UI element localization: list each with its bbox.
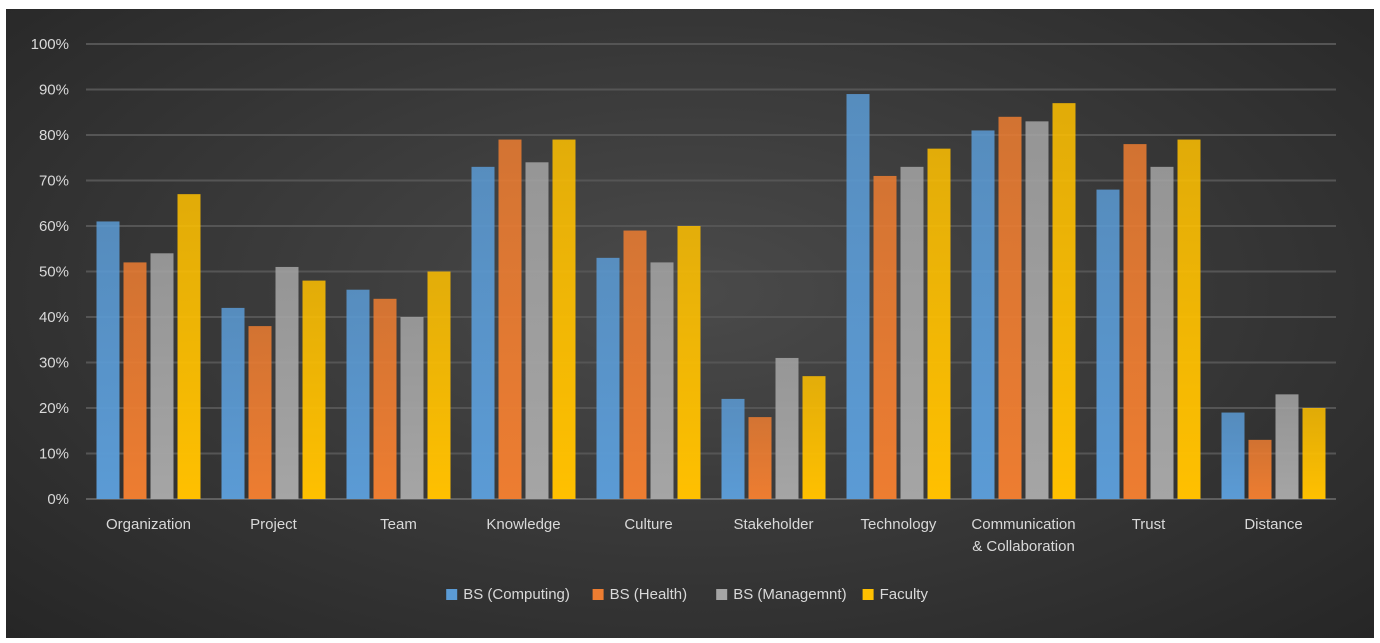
bar — [1052, 103, 1076, 500]
y-tick-label: 70% — [39, 173, 69, 190]
bar — [1248, 439, 1272, 499]
legend-item: BS (Health) — [592, 586, 688, 603]
x-category-label: Culture — [624, 516, 672, 533]
bar-group — [471, 139, 576, 500]
bar — [498, 139, 522, 500]
bars — [96, 94, 1326, 500]
bar — [302, 280, 326, 499]
bar — [552, 139, 576, 500]
x-category-label: Team — [380, 516, 417, 533]
x-axis-categories: Organization Project Team Knowledge Culture S… — [106, 516, 1303, 555]
y-tick-label: 90% — [39, 82, 69, 99]
bar-group — [721, 357, 826, 499]
y-tick-label: 40% — [39, 309, 69, 326]
bar — [373, 298, 397, 499]
bar — [927, 148, 951, 499]
legend-swatch — [446, 589, 458, 600]
bar-group — [846, 94, 951, 500]
bar — [1150, 166, 1174, 499]
y-tick-label: 0% — [47, 491, 69, 508]
bar-chart: 0% 10% 20% 30% 40% 50% 60% 70% 80% 90% 100% Organi… — [31, 36, 1336, 603]
bar-group — [221, 266, 326, 499]
chart-area: 0% 10% 20% 30% 40% 50% 60% 70% 80% 90% 100% Organi… — [6, 9, 1374, 638]
bar-group — [596, 226, 701, 500]
legend-item: Faculty — [862, 586, 929, 603]
x-category-label: Trust — [1132, 516, 1166, 533]
x-category-label: Organization — [106, 516, 191, 533]
bar — [248, 326, 272, 499]
bar — [275, 266, 299, 499]
y-tick-label: 30% — [39, 355, 69, 372]
bar — [971, 130, 995, 499]
legend-swatch — [592, 589, 604, 600]
bar — [177, 194, 201, 499]
legend: BS (Computing) BS (Health) BS (Managemnt) F… — [446, 586, 928, 603]
legend-label: Faculty — [880, 586, 929, 603]
legend-swatch — [716, 589, 728, 600]
bar — [1177, 139, 1201, 500]
bar — [721, 398, 745, 499]
bar-group — [96, 194, 201, 499]
bar — [123, 262, 147, 499]
bar — [677, 226, 701, 499]
y-tick-label: 100% — [31, 36, 69, 53]
bar — [623, 230, 647, 500]
bar — [1123, 144, 1147, 499]
bar — [650, 262, 674, 499]
y-tick-label: 10% — [39, 446, 69, 463]
bar — [1221, 412, 1245, 499]
y-tick-label: 60% — [39, 218, 69, 235]
bar-group — [1221, 394, 1326, 499]
bar-group — [1096, 139, 1201, 500]
x-category-label: Project — [250, 516, 298, 533]
bar-group — [971, 103, 1076, 500]
bar — [471, 166, 495, 499]
bar — [900, 166, 924, 499]
bar — [427, 271, 451, 499]
bar — [775, 357, 799, 499]
bar — [400, 317, 424, 499]
bar — [802, 376, 826, 499]
y-tick-label: 50% — [39, 264, 69, 281]
bar — [1025, 121, 1049, 499]
x-category-label: Knowledge — [486, 516, 560, 533]
bar-group — [346, 271, 451, 499]
legend-label: BS (Health) — [610, 586, 688, 603]
x-category-label: Distance — [1244, 516, 1302, 533]
x-category-label: Stakeholder — [733, 516, 813, 533]
legend-item: BS (Computing) — [446, 586, 570, 603]
bar — [596, 257, 620, 499]
bar — [1302, 408, 1326, 499]
bar — [998, 116, 1022, 500]
y-tick-label: 80% — [39, 127, 69, 144]
x-category-label: Communication & Collaboration — [971, 516, 1075, 555]
bar — [346, 289, 370, 499]
bar — [221, 307, 245, 499]
gridlines — [86, 43, 1336, 500]
bar — [1096, 189, 1120, 499]
bar — [846, 94, 870, 500]
bar — [1275, 394, 1299, 499]
legend-label: BS (Managemnt) — [733, 586, 846, 603]
legend-item: BS (Managemnt) — [716, 586, 847, 603]
x-category-label: Technology — [861, 516, 937, 533]
legend-label: BS (Computing) — [463, 586, 570, 603]
bar — [96, 221, 120, 499]
y-axis-ticks: 0% 10% 20% 30% 40% 50% 60% 70% 80% 90% 100% — [31, 36, 69, 508]
bar — [748, 417, 772, 499]
y-tick-label: 20% — [39, 400, 69, 417]
bar — [873, 175, 897, 499]
legend-swatch — [862, 589, 874, 600]
bar — [525, 162, 549, 500]
bar — [150, 253, 174, 499]
